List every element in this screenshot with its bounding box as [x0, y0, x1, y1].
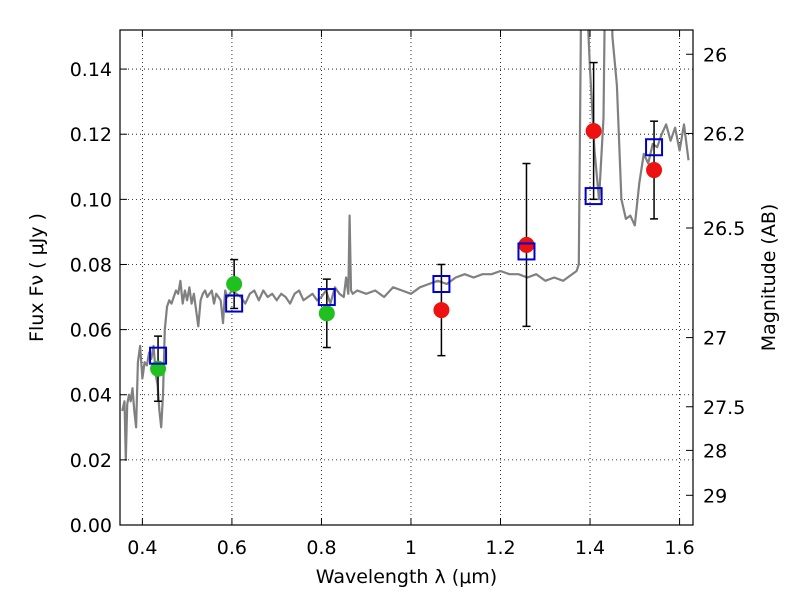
green-data-point [150, 360, 167, 377]
model-flux-square [317, 288, 336, 307]
red-data-point [433, 302, 450, 319]
y-tick-label: 0.08 [70, 254, 112, 276]
green-data-point [318, 305, 335, 322]
x-tick-label: 0.8 [306, 537, 336, 559]
x-tick-label: 1 [405, 537, 417, 559]
red-data-point [646, 162, 663, 179]
y-tick-label: 0.10 [70, 189, 112, 211]
y-tick-label: 0.14 [70, 59, 112, 81]
y2-tick-label: 27 [703, 328, 727, 350]
model-flux-square [645, 138, 664, 157]
sed-model-curve [121, 30, 690, 461]
y2-tick-label: 29 [703, 485, 727, 507]
x-tick-label: 1.6 [664, 537, 694, 559]
x-tick-label: 1.4 [575, 537, 605, 559]
model-flux-square [149, 346, 168, 365]
red-data-point [518, 236, 535, 253]
y-tick-label: 0.00 [70, 515, 112, 537]
model-flux-square [584, 187, 603, 206]
x-tick-label: 1.2 [485, 537, 515, 559]
model-flux-square [517, 242, 536, 261]
x-tick-label: 0.4 [127, 537, 157, 559]
red-data-point [585, 122, 602, 139]
y2-tick-label: 26.5 [703, 218, 745, 240]
y2-tick-label: 26 [703, 44, 727, 66]
y-tick-label: 0.06 [70, 320, 112, 342]
y2-tick-label: 27.5 [703, 397, 745, 419]
y-tick-label: 0.02 [70, 450, 112, 472]
y-axis-title: Flux Fν ( μJy ) [26, 213, 48, 342]
sed-curve-layer [121, 30, 690, 461]
y2-tick-label: 26.2 [703, 123, 745, 145]
photometry-layer [149, 61, 664, 402]
grid [120, 30, 693, 526]
model-flux-square [432, 275, 451, 294]
y2-axis-title: Magnitude (AB) [758, 204, 780, 352]
x-tick-label: 0.6 [217, 537, 247, 559]
x-axis-title: Wavelength λ (μm) [316, 566, 497, 588]
y-tick-label: 0.12 [70, 124, 112, 146]
y-tick-label: 0.04 [70, 385, 112, 407]
model-flux-square [225, 294, 244, 313]
y2-tick-label: 28 [703, 440, 727, 462]
ticks: 0.4 0.6 0.8 1 1.2 1.4 1.6 0.00 0.02 0.04 0.06 0.08 0… [70, 30, 745, 559]
plot-frame [119, 29, 694, 526]
green-data-point [226, 276, 243, 293]
